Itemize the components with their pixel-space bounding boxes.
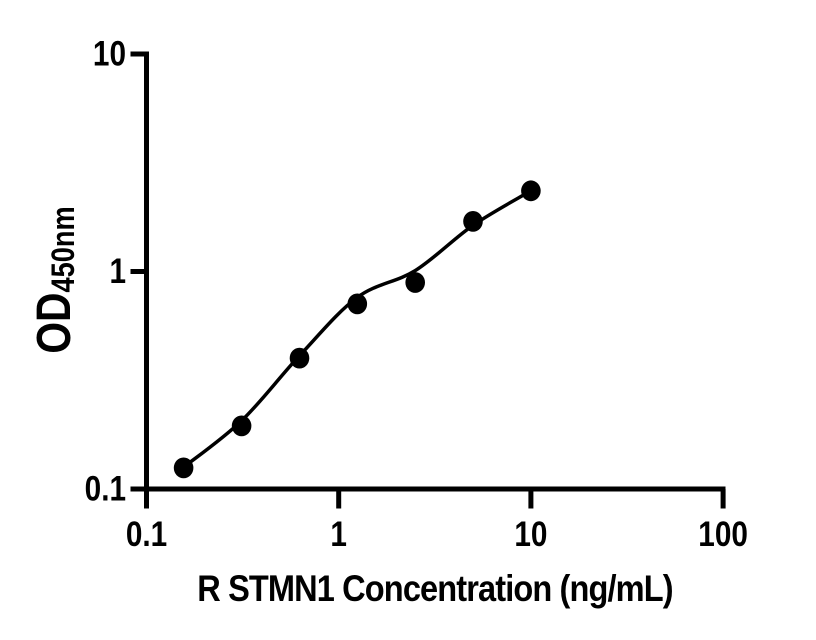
x-tick-label: 100: [698, 515, 748, 554]
y-axis-title: OD450nm: [28, 206, 82, 353]
data-point-marker: [521, 180, 541, 202]
y-tick-label: 1: [109, 252, 126, 291]
y-tick-label: 0.1: [85, 469, 126, 508]
x-tick-label: 10: [514, 515, 547, 554]
x-tick-label: 0.1: [126, 515, 167, 554]
data-point-marker: [463, 211, 483, 232]
y-axis-title-main: OD: [28, 292, 81, 353]
marker-layer: [173, 180, 541, 479]
axes-layer: [130, 51, 726, 509]
data-point-marker: [347, 293, 368, 315]
data-point-marker: [231, 415, 252, 437]
tick-label-layer: 0.1 1 10 0.1 1 10 100: [85, 34, 748, 553]
x-axis-title: R STMN1 Concentration (ng/mL): [197, 568, 672, 609]
x-tick-label: 1: [330, 515, 347, 554]
data-point-marker: [173, 457, 194, 479]
y-axis-title-subscript: 450nm: [46, 206, 82, 292]
data-point-marker: [289, 347, 310, 369]
data-point-marker: [405, 272, 426, 293]
y-tick-label: 10: [93, 34, 126, 73]
